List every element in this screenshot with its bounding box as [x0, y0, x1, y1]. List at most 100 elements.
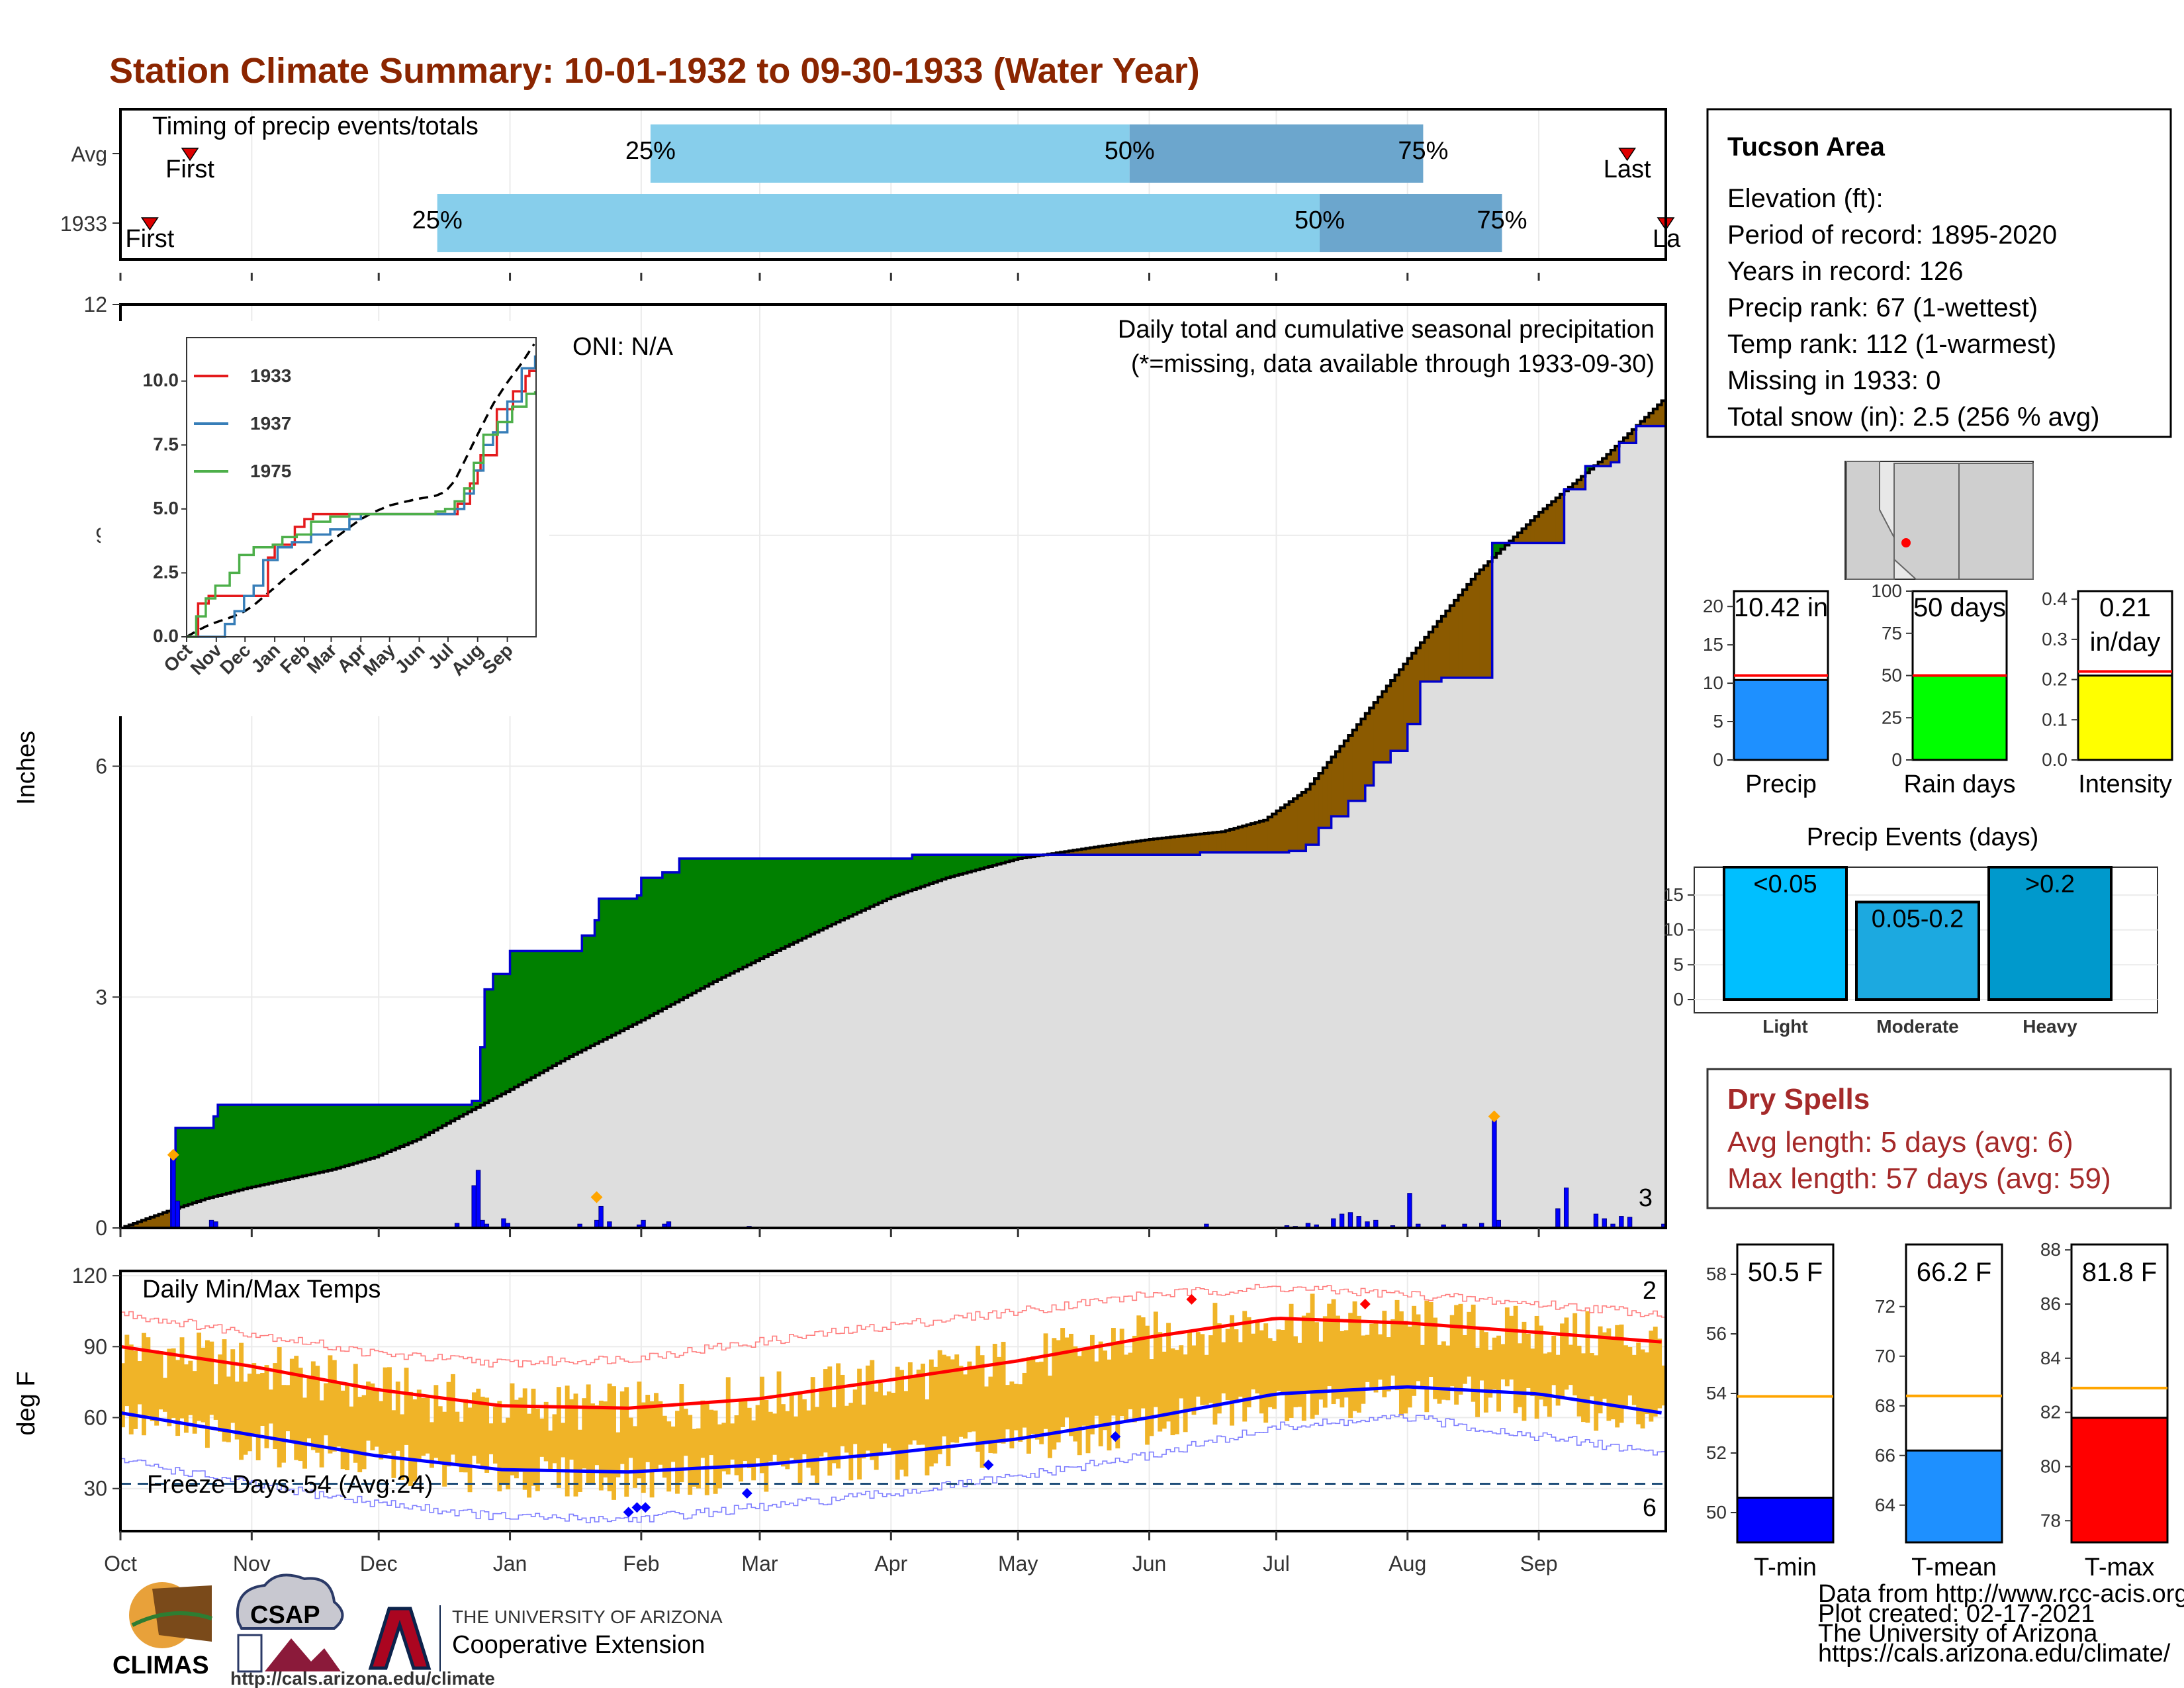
temp-daily-bar-167 — [827, 1366, 833, 1476]
temp-daily-bar-260 — [1221, 1342, 1226, 1393]
precip-ytick-label-6: 6 — [95, 755, 107, 778]
temp-gauge-tick-label-2-0: 78 — [2040, 1510, 2061, 1530]
temp-daily-bar-35 — [268, 1389, 273, 1424]
cumulative-diff-day-147 — [743, 859, 748, 967]
cumulative-diff-day-166 — [823, 859, 828, 929]
events-bar-moderate — [1855, 900, 1980, 1002]
cumulative-diff-day-152 — [764, 859, 769, 957]
temp-daily-bar-96 — [527, 1413, 532, 1498]
temp-daily-bar-36 — [273, 1363, 278, 1450]
temp-daily-bar-258 — [1212, 1303, 1218, 1425]
temp-daily-bar-178 — [874, 1391, 879, 1470]
gauge-bar-2 — [2077, 675, 2173, 761]
cumulative-diff-day-142 — [721, 859, 727, 978]
temp-daily-bar-25 — [226, 1376, 231, 1442]
cumulative-diff-day-76 — [442, 1105, 447, 1126]
temp-daily-bar-116 — [612, 1386, 616, 1500]
temp-daily-bar-357 — [1631, 1354, 1637, 1405]
daily-precip-bar-304 — [1407, 1193, 1412, 1229]
temp-daily-bar-69 — [412, 1399, 418, 1482]
cumulative-diff-day-73 — [430, 1105, 434, 1133]
cumulative-diff-day-363 — [1657, 404, 1662, 426]
daily-precip-bar-324 — [1492, 1118, 1497, 1229]
cumulative-diff-day-288 — [1340, 746, 1345, 817]
temp-daily-bar-354 — [1619, 1324, 1624, 1423]
temp-daily-bar-291 — [1352, 1301, 1357, 1411]
cumulative-diff-day-272 — [1272, 814, 1277, 853]
precip-ytick-label-0: 0 — [95, 1216, 107, 1240]
temp-gauge-tick-label-0-4: 58 — [1706, 1264, 1727, 1284]
cumulative-diff-day-249 — [1174, 836, 1179, 855]
temp-daily-bar-221 — [1056, 1340, 1061, 1443]
cumulative-diff-day-283 — [1318, 773, 1324, 828]
csap-logo-grid — [237, 1634, 263, 1673]
cumulative-diff-day-128 — [662, 872, 667, 1009]
temp-daily-bar-26 — [230, 1349, 236, 1423]
cumulative-diff-day-145 — [734, 859, 739, 972]
temp-gauge-tick-label-0-0: 50 — [1706, 1502, 1727, 1523]
temp-daily-bar-263 — [1234, 1329, 1239, 1403]
cumulative-diff-day-260 — [1221, 831, 1226, 853]
cumulative-diff-day-227 — [1081, 849, 1087, 855]
cumulative-diff-day-210 — [1009, 855, 1015, 861]
cumulative-diff-day-326 — [1500, 543, 1506, 549]
gauge-tick-label-2-3: 0.3 — [2042, 629, 2068, 649]
cumulative-diff-day-172 — [848, 859, 854, 917]
cumulative-diff-day-157 — [785, 859, 790, 947]
cumulative-diff-day-38 — [281, 1105, 287, 1181]
temp-daily-bar-176 — [865, 1365, 870, 1451]
temp-daily-bar-320 — [1475, 1347, 1480, 1417]
cumulative-diff-day-282 — [1314, 778, 1320, 845]
cumulative-diff-day-165 — [819, 859, 824, 931]
gauge-tick-label-0-1: 5 — [1713, 711, 1723, 731]
map-state-nm — [1958, 463, 2034, 580]
cumulative-diff-day-274 — [1280, 808, 1285, 853]
temp-daily-bar-284 — [1322, 1316, 1328, 1408]
temp-daily-bar-66 — [400, 1414, 405, 1480]
cumulative-diff-day-193 — [937, 855, 942, 881]
timing-first-marker-1933 — [140, 217, 159, 231]
events-bar-light — [1723, 866, 1848, 1001]
daily-precip-bar-356 — [1627, 1217, 1633, 1229]
cumulative-diff-day-91 — [506, 974, 511, 1092]
temp-daily-bar-205 — [988, 1376, 993, 1454]
cumulative-diff-day-357 — [1631, 429, 1637, 444]
temp-daily-bar-134 — [688, 1415, 693, 1495]
cumulative-diff-day-162 — [806, 859, 811, 937]
cumulative-diff-day-112 — [594, 920, 600, 1044]
temp-daily-bar-275 — [1285, 1319, 1290, 1421]
temp-daily-bar-37 — [277, 1347, 282, 1468]
cumulative-diff-day-50 — [332, 1105, 337, 1170]
temp-daily-bar-0 — [120, 1363, 125, 1428]
temp-daily-bar-338 — [1551, 1335, 1557, 1385]
temp-daily-bar-222 — [1060, 1328, 1066, 1427]
temp-daily-bar-159 — [794, 1416, 799, 1461]
cumulative-diff-day-278 — [1297, 795, 1302, 851]
cumulative-diff-day-243 — [1149, 839, 1154, 855]
timing-pct50-1933: 50% — [1295, 207, 1345, 234]
temp-daily-bar-310 — [1433, 1317, 1438, 1399]
gauge-tick-label-1-1: 25 — [1882, 707, 1902, 727]
temp-daily-bar-11 — [167, 1348, 172, 1427]
temp-daily-bar-132 — [679, 1383, 684, 1483]
inset-ytick-label-0: 0.0 — [153, 626, 179, 646]
temp-daily-bar-78 — [450, 1374, 455, 1455]
precip-caption: Daily total and cumulative seasonal prec… — [1118, 316, 1655, 344]
gauge-value-label-1: 50 days — [1913, 593, 2006, 622]
temp-daily-bar-146 — [739, 1398, 743, 1482]
cumulative-diff-day-238 — [1128, 842, 1133, 855]
cumulative-diff-day-179 — [878, 859, 884, 903]
cumulative-diff-day-276 — [1289, 801, 1294, 851]
cumulative-diff-day-268 — [1255, 822, 1260, 853]
cumulative-diff-day-258 — [1212, 832, 1218, 853]
cumulative-diff-day-151 — [759, 859, 764, 959]
temp-daily-bar-55 — [353, 1364, 358, 1463]
temp-daily-bar-301 — [1394, 1299, 1400, 1391]
cumulative-diff-day-10 — [162, 1212, 167, 1228]
precip-max-marker-0 — [167, 1149, 179, 1161]
temp-daily-bar-19 — [201, 1347, 206, 1423]
temp-daily-bar-117 — [615, 1432, 621, 1477]
inset-legend-label-1933: 1933 — [250, 365, 291, 386]
temp-record-low-marker-0 — [623, 1507, 634, 1518]
